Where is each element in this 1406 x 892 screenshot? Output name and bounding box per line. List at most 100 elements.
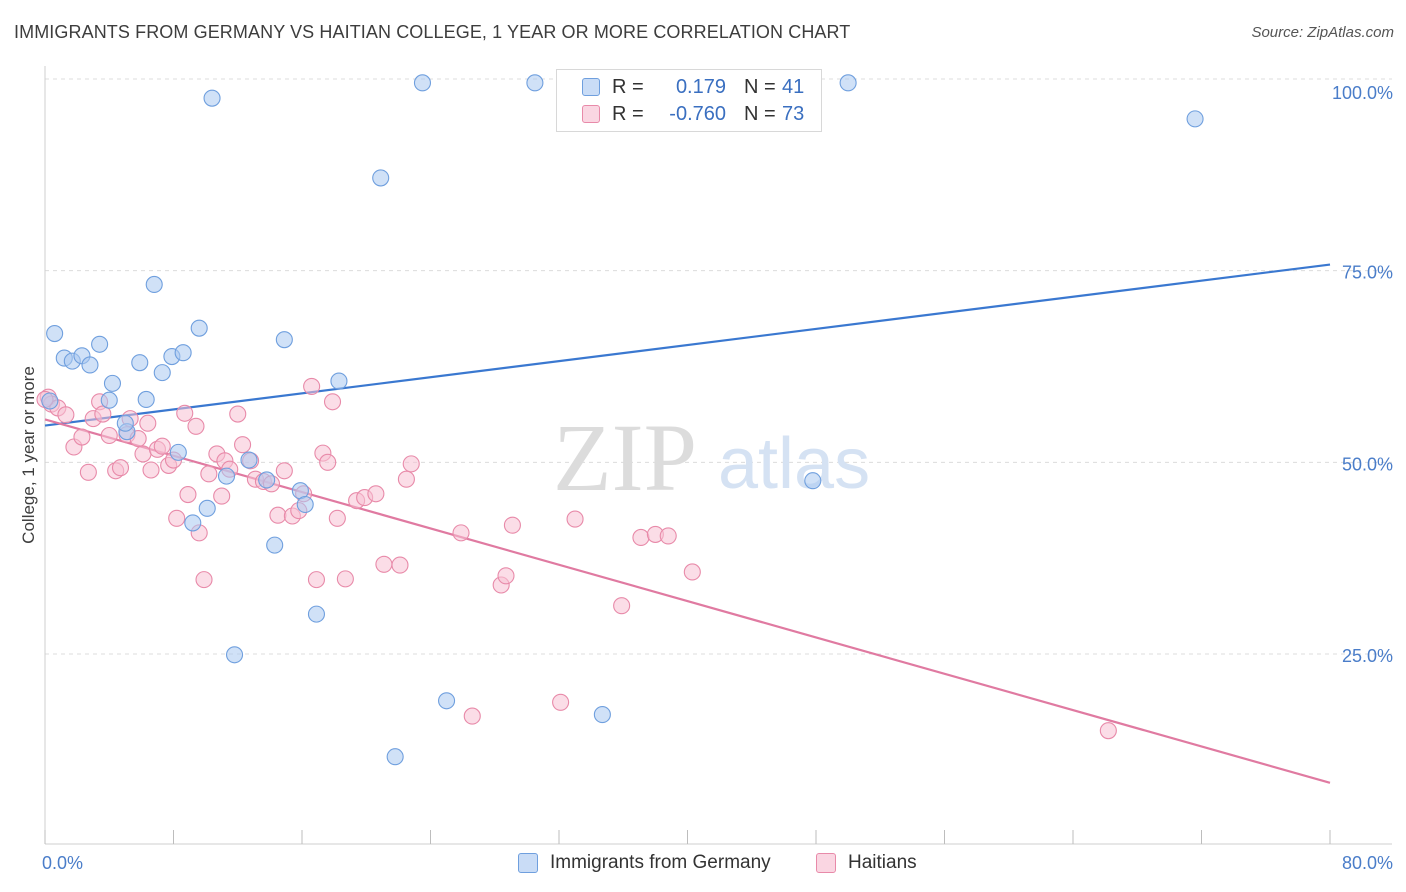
point-haitians — [176, 404, 194, 422]
point-germany — [153, 364, 171, 382]
legend-item-germany[interactable]: Immigrants from Germany — [518, 852, 771, 874]
y-tick-label: 100.0% — [1332, 83, 1393, 103]
point-germany — [116, 414, 134, 432]
point-haitians — [234, 436, 252, 454]
point-germany — [91, 335, 109, 353]
point-haitians — [100, 426, 118, 445]
point-germany — [240, 451, 258, 469]
legend-swatch-haitians — [816, 853, 836, 873]
source-label: Source: ZipAtlas.com — [1251, 24, 1394, 41]
legend-n-label: N = — [744, 75, 776, 98]
point-germany — [131, 354, 149, 372]
trend-line-germany — [44, 263, 1331, 427]
point-haitians — [187, 417, 205, 435]
point-haitians — [79, 463, 97, 481]
point-haitians — [195, 571, 213, 589]
point-haitians — [367, 485, 385, 503]
trend-lines — [44, 263, 1331, 784]
point-haitians — [452, 524, 470, 542]
point-haitians — [139, 414, 157, 432]
point-germany — [81, 356, 99, 374]
legend-r-label: R = — [612, 102, 644, 125]
legend-r-value: -0.760 — [669, 102, 726, 125]
legend-row-germany: R = 0.179 N = 41 — [557, 74, 804, 100]
point-haitians — [566, 510, 584, 528]
y-tick-label: 75.0% — [1342, 263, 1393, 283]
point-haitians — [659, 527, 677, 545]
point-germany — [438, 692, 456, 710]
point-germany — [804, 472, 822, 490]
y-tick-label: 50.0% — [1342, 454, 1393, 474]
point-germany — [275, 331, 293, 349]
point-haitians — [402, 455, 420, 473]
legend-r-value: 0.179 — [675, 75, 726, 98]
legend-n-value: 41 — [782, 75, 805, 98]
point-haitians — [336, 570, 354, 588]
point-germany — [103, 374, 122, 392]
chart-title: IMMIGRANTS FROM GERMANY VS HAITIAN COLLE… — [14, 22, 851, 42]
series-legend: Immigrants from Germany Haitians — [0, 852, 1406, 878]
axes — [44, 66, 1392, 845]
x-tick-label: 80.0% — [1342, 853, 1393, 873]
point-haitians — [397, 470, 415, 488]
point-haitians — [503, 516, 521, 534]
point-germany — [184, 514, 202, 532]
data-points — [36, 74, 1204, 766]
point-haitians — [307, 571, 326, 589]
point-haitians — [111, 459, 130, 477]
point-haitians — [200, 465, 218, 483]
point-haitians — [269, 506, 287, 524]
legend-item-haitians[interactable]: Haitians — [816, 852, 917, 874]
point-haitians — [613, 597, 631, 615]
point-haitians — [328, 509, 346, 527]
point-germany — [46, 324, 64, 343]
point-germany — [100, 391, 118, 409]
legend-r-label: R = — [612, 75, 644, 98]
point-germany — [174, 344, 192, 362]
point-germany — [839, 74, 857, 92]
point-haitians — [57, 406, 75, 424]
x-tick-label: 0.0% — [42, 853, 83, 873]
point-germany — [198, 499, 216, 517]
point-haitians — [142, 461, 160, 479]
legend-swatch-haitians — [582, 105, 600, 123]
point-haitians — [391, 556, 409, 574]
point-haitians — [323, 393, 342, 411]
point-haitians — [134, 445, 152, 463]
point-haitians — [229, 405, 247, 423]
legend-label-haitians: Haitians — [848, 852, 917, 873]
point-germany — [1186, 110, 1204, 128]
legend-swatch-germany — [582, 78, 600, 96]
legend-label-germany: Immigrants from Germany — [550, 852, 771, 873]
point-germany — [145, 275, 163, 294]
point-haitians — [153, 437, 171, 455]
point-haitians — [275, 462, 293, 480]
point-haitians — [94, 405, 112, 423]
point-haitians — [497, 567, 515, 585]
point-haitians — [73, 428, 91, 446]
legend-row-haitians: R = -0.760 N = 73 — [557, 101, 804, 127]
point-haitians — [168, 509, 186, 527]
y-tick-label: 25.0% — [1342, 646, 1393, 666]
point-germany — [137, 390, 155, 409]
point-haitians — [213, 487, 231, 505]
point-haitians — [463, 707, 481, 725]
point-germany — [296, 495, 314, 514]
point-germany — [266, 536, 284, 554]
point-haitians — [319, 453, 337, 471]
point-haitians — [683, 563, 701, 581]
point-germany — [169, 443, 187, 461]
point-haitians — [303, 377, 321, 395]
point-germany — [225, 646, 244, 664]
legend-swatch-germany — [518, 853, 538, 873]
point-germany — [41, 392, 59, 410]
point-germany — [593, 706, 611, 724]
point-germany — [258, 471, 276, 489]
point-haitians — [1099, 722, 1117, 740]
point-germany — [372, 169, 390, 187]
point-germany — [526, 74, 544, 92]
point-germany — [203, 89, 221, 107]
point-haitians — [375, 555, 393, 573]
gridlines — [45, 78, 1392, 655]
